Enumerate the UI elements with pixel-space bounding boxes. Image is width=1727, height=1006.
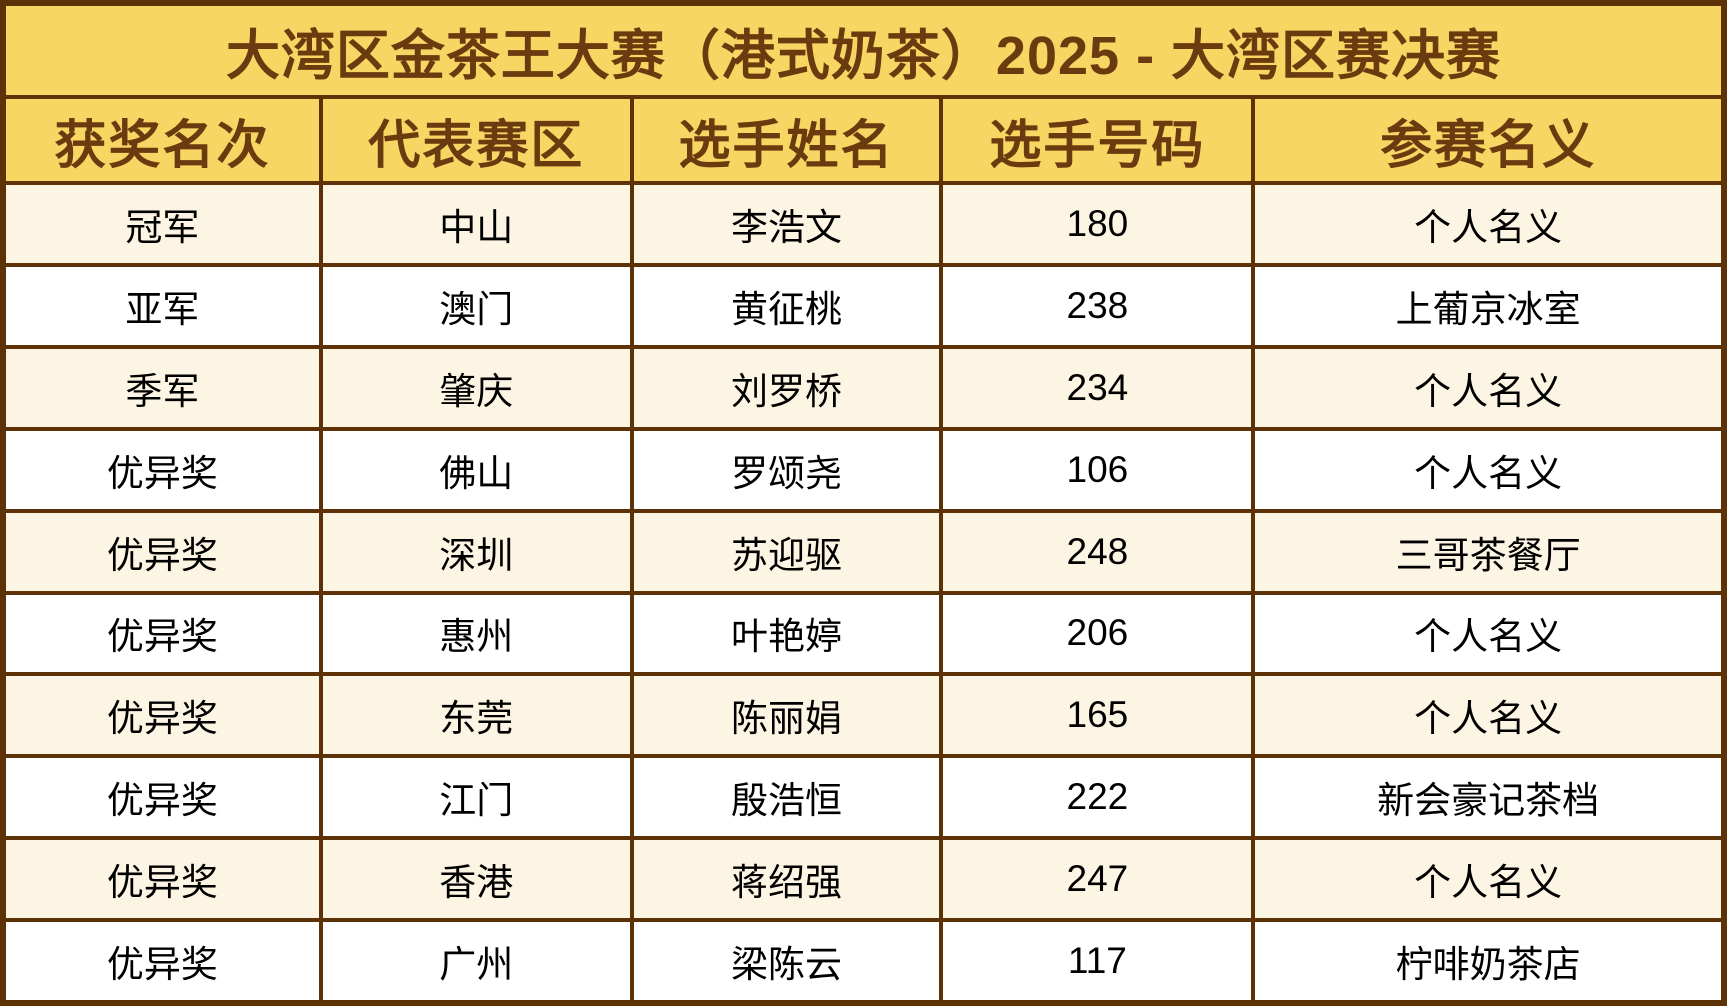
table-cell: 东莞 [318, 676, 630, 755]
table-cell: 上葡京冰室 [1251, 266, 1721, 345]
table-cell: 238 [939, 266, 1251, 345]
table-cell: 优异奖 [106, 944, 218, 986]
header-cell: 代表赛区 [318, 99, 630, 181]
table-row: 优异奖 佛山 罗颂尧 106 个人名义 [6, 426, 1721, 509]
table-row: 季军 肇庆 刘罗桥 234 个人名义 [6, 344, 1721, 427]
table-cell: 香港 [318, 840, 630, 919]
header-cell: 选手姓名 [629, 99, 940, 181]
table-row: 优异奖 深圳 苏迎驱 248 三哥茶餐厅 [6, 508, 1721, 591]
table-cell: 江门 [318, 758, 630, 837]
table-cell: 优异奖 [106, 862, 218, 904]
table-cell: 惠州 [318, 594, 630, 673]
table-cell: 优异奖 [106, 452, 218, 494]
table-cell: 个人名义 [1251, 594, 1721, 673]
table-cell: 个人名义 [1251, 676, 1721, 755]
header-cell: 选手号码 [939, 99, 1251, 181]
table-cell: 222 [939, 758, 1251, 837]
table-body: 冠军 中山 李浩文 180 个人名义 亚军 澳门 黄征桃 238 上葡京冰室 季军 肇庆 刘罗桥 234 个… [6, 181, 1721, 1001]
table-cell: 优异奖 [106, 698, 218, 740]
table-cell: 个人名义 [1251, 348, 1721, 427]
table-cell: 澳门 [318, 266, 630, 345]
table-row: 冠军 中山 李浩文 180 个人名义 [6, 181, 1721, 263]
table-cell: 165 [939, 676, 1251, 755]
table-cell: 个人名义 [1251, 185, 1721, 263]
table-cell: 佛山 [318, 430, 630, 509]
table-cell: 248 [939, 512, 1251, 591]
table-title: 大湾区金茶王大赛（港式奶茶）2025 - 大湾区赛决赛 [6, 6, 1721, 95]
table-cell: 247 [939, 840, 1251, 919]
table-cell: 李浩文 [629, 185, 940, 263]
table-cell: 优异奖 [106, 616, 218, 658]
table-cell: 三哥茶餐厅 [1251, 512, 1721, 591]
table-cell: 206 [939, 594, 1251, 673]
table-cell: 刘罗桥 [629, 348, 940, 427]
table-cell: 优异奖 [106, 780, 218, 822]
table-cell: 梁陈云 [629, 922, 940, 1001]
table-cell: 优异奖 [106, 534, 218, 576]
table-cell: 180 [939, 185, 1251, 263]
table-cell: 黄征桃 [629, 266, 940, 345]
table-cell: 柠啡奶茶店 [1251, 922, 1721, 1001]
header-cell: 参赛名义 [1251, 99, 1721, 181]
table-cell: 中山 [318, 185, 630, 263]
table-cell: 季军 [125, 370, 200, 412]
table-cell: 肇庆 [318, 348, 630, 427]
table-cell: 亚军 [125, 288, 200, 330]
table-cell: 个人名义 [1251, 840, 1721, 919]
table-cell: 殷浩恒 [629, 758, 940, 837]
table-row: 优异奖 惠州 叶艳婷 206 个人名义 [6, 590, 1721, 673]
table-row: 优异奖 东莞 陈丽娟 165 个人名义 [6, 672, 1721, 755]
table-cell: 106 [939, 430, 1251, 509]
header-cell: 获奖名次 [54, 116, 271, 175]
table-cell: 冠军 [125, 206, 200, 248]
table-row: 优异奖 香港 蒋绍强 247 个人名义 [6, 836, 1721, 919]
table-cell: 陈丽娟 [629, 676, 940, 755]
table-row: 优异奖 广州 梁陈云 117 柠啡奶茶店 [6, 918, 1721, 1001]
table-cell: 117 [939, 922, 1251, 1001]
table-cell: 苏迎驱 [629, 512, 940, 591]
table-cell: 叶艳婷 [629, 594, 940, 673]
table-row: 亚军 澳门 黄征桃 238 上葡京冰室 [6, 262, 1721, 345]
table-cell: 蒋绍强 [629, 840, 940, 919]
table-cell: 深圳 [318, 512, 630, 591]
table-cell: 234 [939, 348, 1251, 427]
table-row: 优异奖 江门 殷浩恒 222 新会豪记茶档 [6, 754, 1721, 837]
table-cell: 个人名义 [1251, 430, 1721, 509]
table-cell: 罗颂尧 [629, 430, 940, 509]
table-cell: 新会豪记茶档 [1251, 758, 1721, 837]
table-cell: 广州 [318, 922, 630, 1001]
header-row: 获奖名次 代表赛区 选手姓名 选手号码 参赛名义 [6, 95, 1721, 181]
